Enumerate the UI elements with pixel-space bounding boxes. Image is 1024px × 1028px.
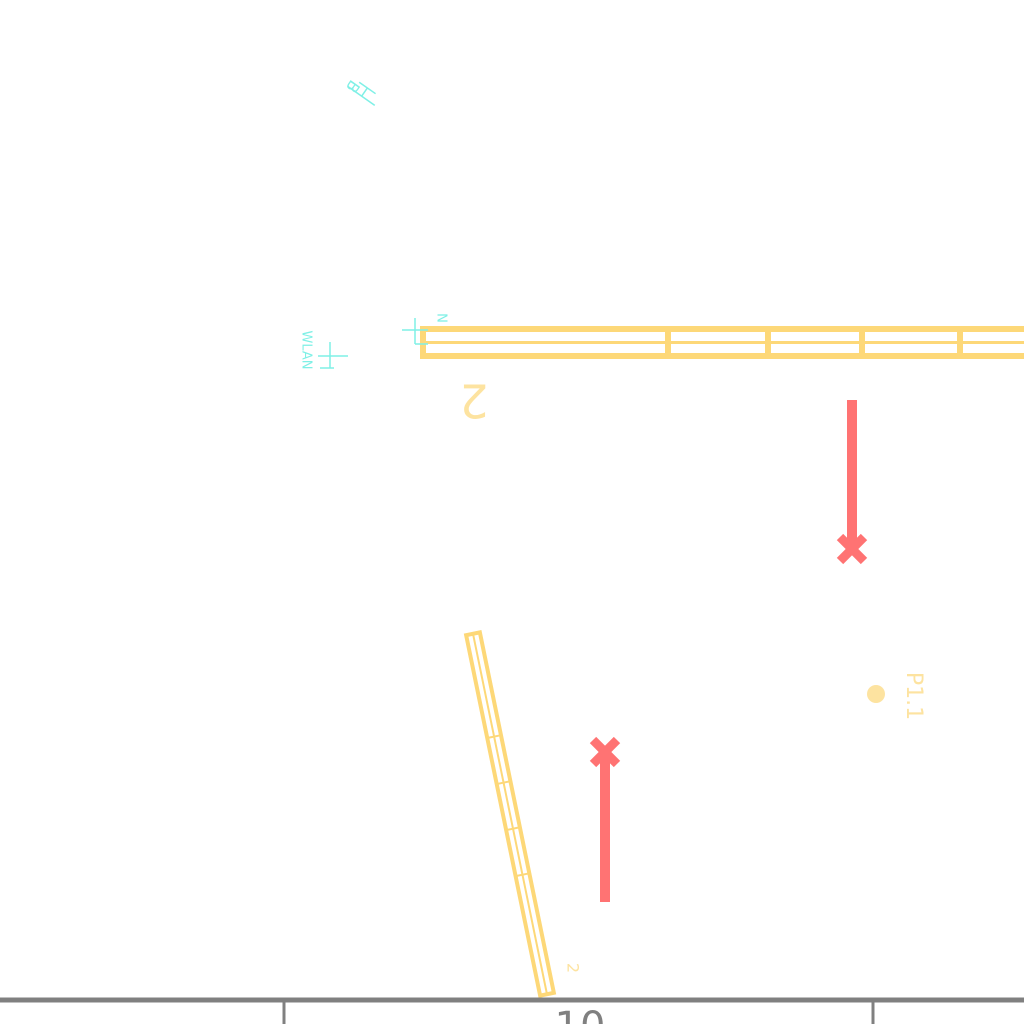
position-marker-upper[interactable] — [836, 400, 868, 565]
antenna-symbol-left[interactable]: WLAN — [299, 330, 349, 370]
shelf-rack-diagonal[interactable] — [463, 629, 557, 999]
point-dot-icon[interactable] — [867, 685, 885, 703]
antenna-icon — [347, 81, 376, 106]
shelf-rack-horizontal[interactable] — [420, 326, 1024, 359]
antenna-symbol-top[interactable]: B — [342, 77, 381, 106]
shelf-divider — [515, 872, 530, 878]
antenna-label: B — [342, 77, 364, 97]
antenna-icon — [402, 318, 428, 345]
position-marker-lower[interactable] — [589, 736, 621, 902]
x-axis: 10 — [0, 997, 1024, 1028]
axis-tick-label: 10 — [555, 1004, 606, 1024]
shelf-divider — [496, 780, 511, 786]
shelf-divider — [487, 734, 502, 740]
antenna-symbol-mid[interactable]: N — [402, 313, 449, 345]
shelf-rack-label: 2 — [459, 374, 488, 428]
x-mark-icon — [589, 736, 621, 768]
antenna-label: WLAN — [299, 330, 314, 369]
antenna-icon — [318, 342, 348, 369]
diagonal-rack-midline — [472, 633, 548, 995]
diagonal-rack-label: 2 — [564, 963, 583, 973]
shelf-divider — [505, 826, 521, 832]
x-mark-icon — [836, 533, 868, 565]
point-label: P1.1 — [901, 672, 926, 720]
antenna-label: N — [434, 313, 449, 323]
